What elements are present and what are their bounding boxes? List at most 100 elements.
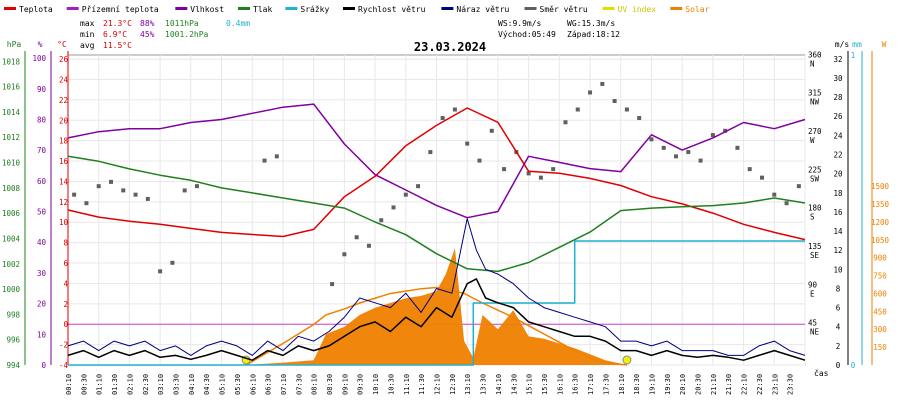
- left-axis-tick-0-11: 1016: [2, 83, 21, 92]
- right-axis-unit-2: W: [882, 40, 887, 49]
- wind-dir-point-5: [133, 192, 138, 197]
- x-tick-37: 18:30: [633, 374, 641, 395]
- summary-min-label: min: [80, 30, 95, 39]
- wind-dir-point-3: [108, 179, 113, 184]
- wind-speed-line: [67, 278, 806, 361]
- right-axis-tick-0-13: 26: [833, 112, 843, 121]
- right-axis-tick-0-9: 18: [833, 189, 843, 198]
- series-line-teplota: [67, 107, 806, 241]
- summary-min-hum: 45%: [140, 30, 155, 39]
- wind-dir-point-31: [551, 167, 556, 172]
- x-tick-31: 15:30: [541, 374, 549, 395]
- wind-dir-point-0: [72, 192, 77, 197]
- dir-deg-6: 315: [808, 89, 822, 98]
- dir-deg-7: 360: [808, 50, 822, 59]
- x-tick-33: 16:30: [572, 374, 580, 395]
- wind-dir-point-9: [182, 188, 187, 193]
- legend-swatch-6: [441, 7, 454, 10]
- left-axis-tick-2-14: 24: [59, 75, 69, 84]
- summary-max-press: 1011hPa: [165, 19, 199, 28]
- x-tick-1: 00:30: [80, 374, 88, 395]
- wind-dir-point-43: [698, 158, 703, 163]
- wind-dir-point-21: [428, 150, 433, 155]
- right-axis-tick-2-6: 1050: [871, 236, 890, 245]
- right-axis-tick-2-8: 1350: [871, 200, 890, 209]
- x-tick-41: 20:30: [695, 374, 703, 395]
- summary-wg: WG:15.3m/s: [567, 19, 615, 28]
- x-tick-4: 02:10: [126, 374, 134, 395]
- x-tick-25: 12:30: [449, 374, 457, 395]
- wind-dir-point-1: [84, 201, 89, 206]
- left-axis-tick-2-15: 26: [59, 55, 69, 64]
- x-tick-3: 01:30: [111, 374, 119, 395]
- series-line-tlak: [67, 155, 806, 273]
- left-axis-unit-0: hPa: [7, 40, 22, 49]
- right-axis-tick-0-6: 12: [833, 246, 842, 255]
- left-axis-tick-0-2: 998: [6, 310, 20, 319]
- wind-dir-point-42: [686, 150, 691, 155]
- right-axis-tick-0-14: 28: [833, 93, 843, 102]
- wind-dir-point-24: [465, 141, 470, 146]
- dir-name-4: SW: [810, 174, 820, 183]
- wind-dir-point-49: [772, 192, 777, 197]
- right-axis-tick-0-15: 30: [833, 74, 843, 83]
- legend-label-6: Náraz větru: [456, 5, 509, 14]
- x-tick-0: 00:10: [65, 374, 73, 395]
- wind-dir-point-30: [538, 175, 543, 180]
- right-axis-tick-0-5: 10: [833, 265, 843, 274]
- x-tick-42: 21:10: [710, 374, 718, 395]
- legend-label-4: Srážky: [300, 5, 329, 14]
- x-tick-12: 06:10: [249, 374, 257, 395]
- wind-dir-point-44: [710, 133, 715, 138]
- legend-swatch-8: [602, 7, 615, 10]
- wind-dir-point-13: [330, 282, 335, 287]
- x-tick-34: 17:10: [587, 374, 595, 395]
- wind-dir-point-41: [674, 154, 679, 159]
- left-axis-tick-2-6: 8: [63, 239, 68, 248]
- wind-dir-point-47: [747, 167, 752, 172]
- x-tick-11: 05:30: [234, 374, 242, 395]
- wind-dir-point-37: [624, 107, 629, 112]
- dir-name-2: SE: [810, 251, 820, 260]
- right-axis-tick-0-12: 24: [833, 131, 843, 140]
- left-axis-tick-0-5: 1004: [2, 234, 21, 243]
- wind-dir-point-10: [194, 184, 199, 189]
- summary-block: max 21.3°C 88% 1011hPa 0.4mm min 6.9°C 4…: [80, 19, 620, 50]
- legend: Teplota Přízemní teplota Vlhkost Tlak Srážky…: [4, 5, 710, 14]
- legend-swatch-0: [4, 7, 16, 10]
- right-axis-tick-1-0: 0: [851, 361, 856, 370]
- right-axis-tick-2-9: 1500: [871, 182, 890, 191]
- left-axis-tick-1-2: 20: [37, 300, 47, 309]
- summary-sunset: Západ:18:12: [567, 30, 620, 39]
- wind-dir-point-33: [575, 107, 580, 112]
- left-axis-tick-1-0: 0: [41, 361, 46, 370]
- wind-dir-point-17: [379, 218, 384, 223]
- wind-dir-point-46: [735, 145, 740, 150]
- left-axis-tick-2-5: 6: [63, 259, 68, 268]
- x-tick-29: 14:30: [510, 374, 518, 395]
- right-axis-tick-2-1: 300: [873, 325, 887, 334]
- dir-deg-1: 90: [808, 280, 818, 289]
- left-axis-tick-2-9: 14: [59, 177, 69, 186]
- wind-dir-point-26: [489, 128, 494, 133]
- dir-name-5: W: [810, 136, 815, 145]
- left-axis-tick-1-5: 50: [37, 208, 47, 217]
- left-axis-tick-0-8: 1010: [2, 159, 21, 168]
- right-axis-tick-2-4: 750: [873, 272, 887, 281]
- left-axis-tick-2-12: 20: [59, 116, 69, 125]
- left-axis-tick-1-9: 90: [37, 85, 47, 94]
- legend-label-8: UV index: [618, 5, 657, 14]
- x-tick-28: 14:10: [495, 374, 503, 395]
- x-tick-47: 23:30: [787, 374, 795, 395]
- legend-swatch-2: [175, 7, 188, 10]
- summary-min-press: 1001.2hPa: [165, 30, 209, 39]
- left-axis-tick-0-0: 994: [6, 361, 20, 370]
- left-axis-tick-0-10: 1014: [2, 108, 21, 117]
- x-tick-19: 09:30: [357, 374, 365, 395]
- x-tick-13: 06:30: [265, 374, 273, 395]
- x-tick-40: 20:10: [679, 374, 687, 395]
- wind-dir-point-45: [723, 128, 728, 133]
- wind-dir-point-40: [661, 145, 666, 150]
- dir-name-1: E: [810, 289, 815, 298]
- right-axis-tick-0-7: 14: [833, 227, 843, 236]
